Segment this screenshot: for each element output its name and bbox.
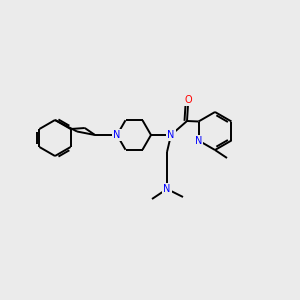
Text: N: N (167, 130, 175, 140)
Text: N: N (163, 184, 171, 194)
Text: N: N (113, 130, 121, 140)
Text: O: O (184, 95, 192, 105)
Text: N: N (195, 136, 202, 146)
